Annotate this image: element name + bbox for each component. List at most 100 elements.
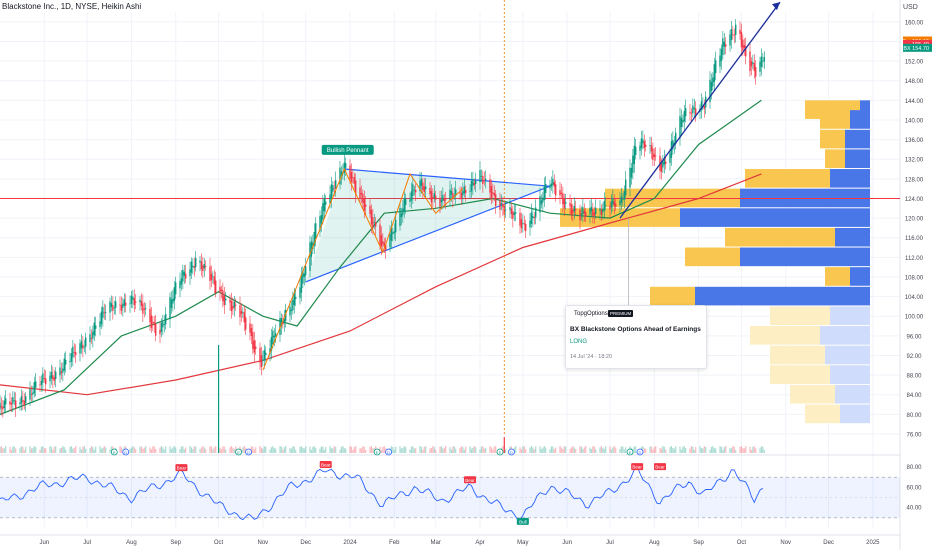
candle-body [629, 167, 631, 188]
volume-bar [740, 446, 743, 453]
idea-title[interactable]: BX Blackstone Options Ahead of Earnings [570, 326, 701, 333]
volume-bar [679, 446, 681, 453]
y-tick-label: 128.00 [905, 177, 924, 183]
volume-bar [89, 447, 91, 453]
volume-bar [369, 446, 371, 453]
volume-profile-faded-down [830, 306, 870, 326]
volume-bar [685, 448, 687, 453]
volume-bar [119, 446, 121, 453]
idea-author[interactable]: TopgOptions [574, 311, 608, 317]
candle-body [239, 305, 241, 318]
y-tick-label: 148.00 [905, 79, 924, 85]
volume-bar [582, 449, 584, 453]
volume-bar [339, 449, 341, 453]
candle-body [700, 101, 703, 111]
candle-body [250, 328, 253, 337]
candle-body [672, 140, 674, 150]
volume-bar [699, 446, 701, 453]
candle-body [423, 186, 425, 193]
volume-event-icon [245, 448, 252, 456]
volume-bar [63, 447, 65, 453]
volume-event-icon [122, 448, 130, 456]
volume-bar [235, 446, 237, 453]
x-tick-label: Dec [300, 540, 311, 546]
candle-body [530, 212, 533, 225]
volume-bar [469, 446, 471, 453]
candle-body [715, 60, 717, 74]
target-trendline [619, 1, 781, 219]
volume-bar [320, 446, 323, 453]
candle-body [660, 163, 663, 172]
candle-body [49, 375, 51, 382]
volume-bar [665, 449, 667, 453]
candle-body [449, 189, 451, 200]
candle-body [90, 338, 93, 340]
volume-bar [53, 446, 55, 453]
volume-bar [315, 448, 317, 453]
candle-body [582, 207, 584, 215]
candle-body [160, 322, 163, 332]
volume-bar [289, 447, 291, 453]
candle-body [330, 184, 333, 199]
volume-event-label: E [629, 450, 632, 455]
volume-bar [229, 447, 231, 453]
volume-bar [599, 447, 601, 453]
candle-body [260, 355, 263, 368]
candle-body [349, 165, 351, 179]
volume-profile-faded-up [770, 345, 825, 365]
volume-bar [622, 446, 624, 453]
idea-card[interactable]: TopgOptions PREMIUM BX Blackstone Option… [565, 305, 707, 369]
candle-body [125, 302, 127, 306]
volume-bar [405, 446, 407, 453]
volume-bar [443, 447, 445, 453]
volume-event-icon [636, 448, 644, 456]
volume-event-icon [626, 448, 634, 456]
volume-bar [753, 446, 755, 453]
y-tick-label: 160.00 [905, 20, 924, 26]
volume-bar [172, 447, 174, 453]
volume-bar [83, 446, 85, 453]
volume-bar [65, 449, 67, 453]
candle-body [752, 62, 754, 64]
volume-event-label: E [376, 450, 379, 455]
rsi-divergence-flag [516, 517, 529, 525]
volume-bar [220, 448, 223, 453]
candle-body [435, 195, 437, 200]
volume-bar [602, 447, 604, 453]
candle-body [505, 209, 507, 211]
candle-body [303, 273, 305, 278]
volume-bar [152, 446, 154, 453]
candle-body [570, 204, 573, 215]
candle-body [745, 46, 747, 57]
volume-bar [359, 448, 361, 453]
y-tick-label: 112.00 [905, 256, 924, 262]
candle-body [229, 299, 231, 303]
volume-bar [643, 447, 645, 453]
volume-bar [722, 449, 724, 453]
candle-body [325, 201, 327, 205]
volume-event-label: D [510, 450, 513, 455]
volume-bar [713, 448, 715, 453]
volume-bar [589, 447, 591, 453]
volume-bar [45, 448, 47, 453]
volume-profile-down-bar [680, 208, 870, 227]
rsi-divergence-label: Bear [177, 466, 187, 471]
rsi-tick-label: 40.00 [906, 506, 922, 512]
volume-bar [440, 446, 443, 453]
candle-body [662, 161, 664, 168]
volume-bar [413, 448, 415, 453]
x-tick-label: Aug [126, 540, 137, 546]
volume-bar [529, 447, 531, 453]
x-tick-label: Jun [39, 540, 49, 546]
volume-bar [535, 446, 537, 453]
rsi-divergence-flag [654, 463, 666, 471]
volume-bar [12, 446, 14, 453]
candle-body [315, 223, 317, 239]
volume-bar [163, 449, 165, 453]
volume-bar [703, 446, 705, 453]
candle-body [709, 79, 711, 102]
volume-bar [5, 446, 7, 453]
candle-body [210, 273, 213, 281]
